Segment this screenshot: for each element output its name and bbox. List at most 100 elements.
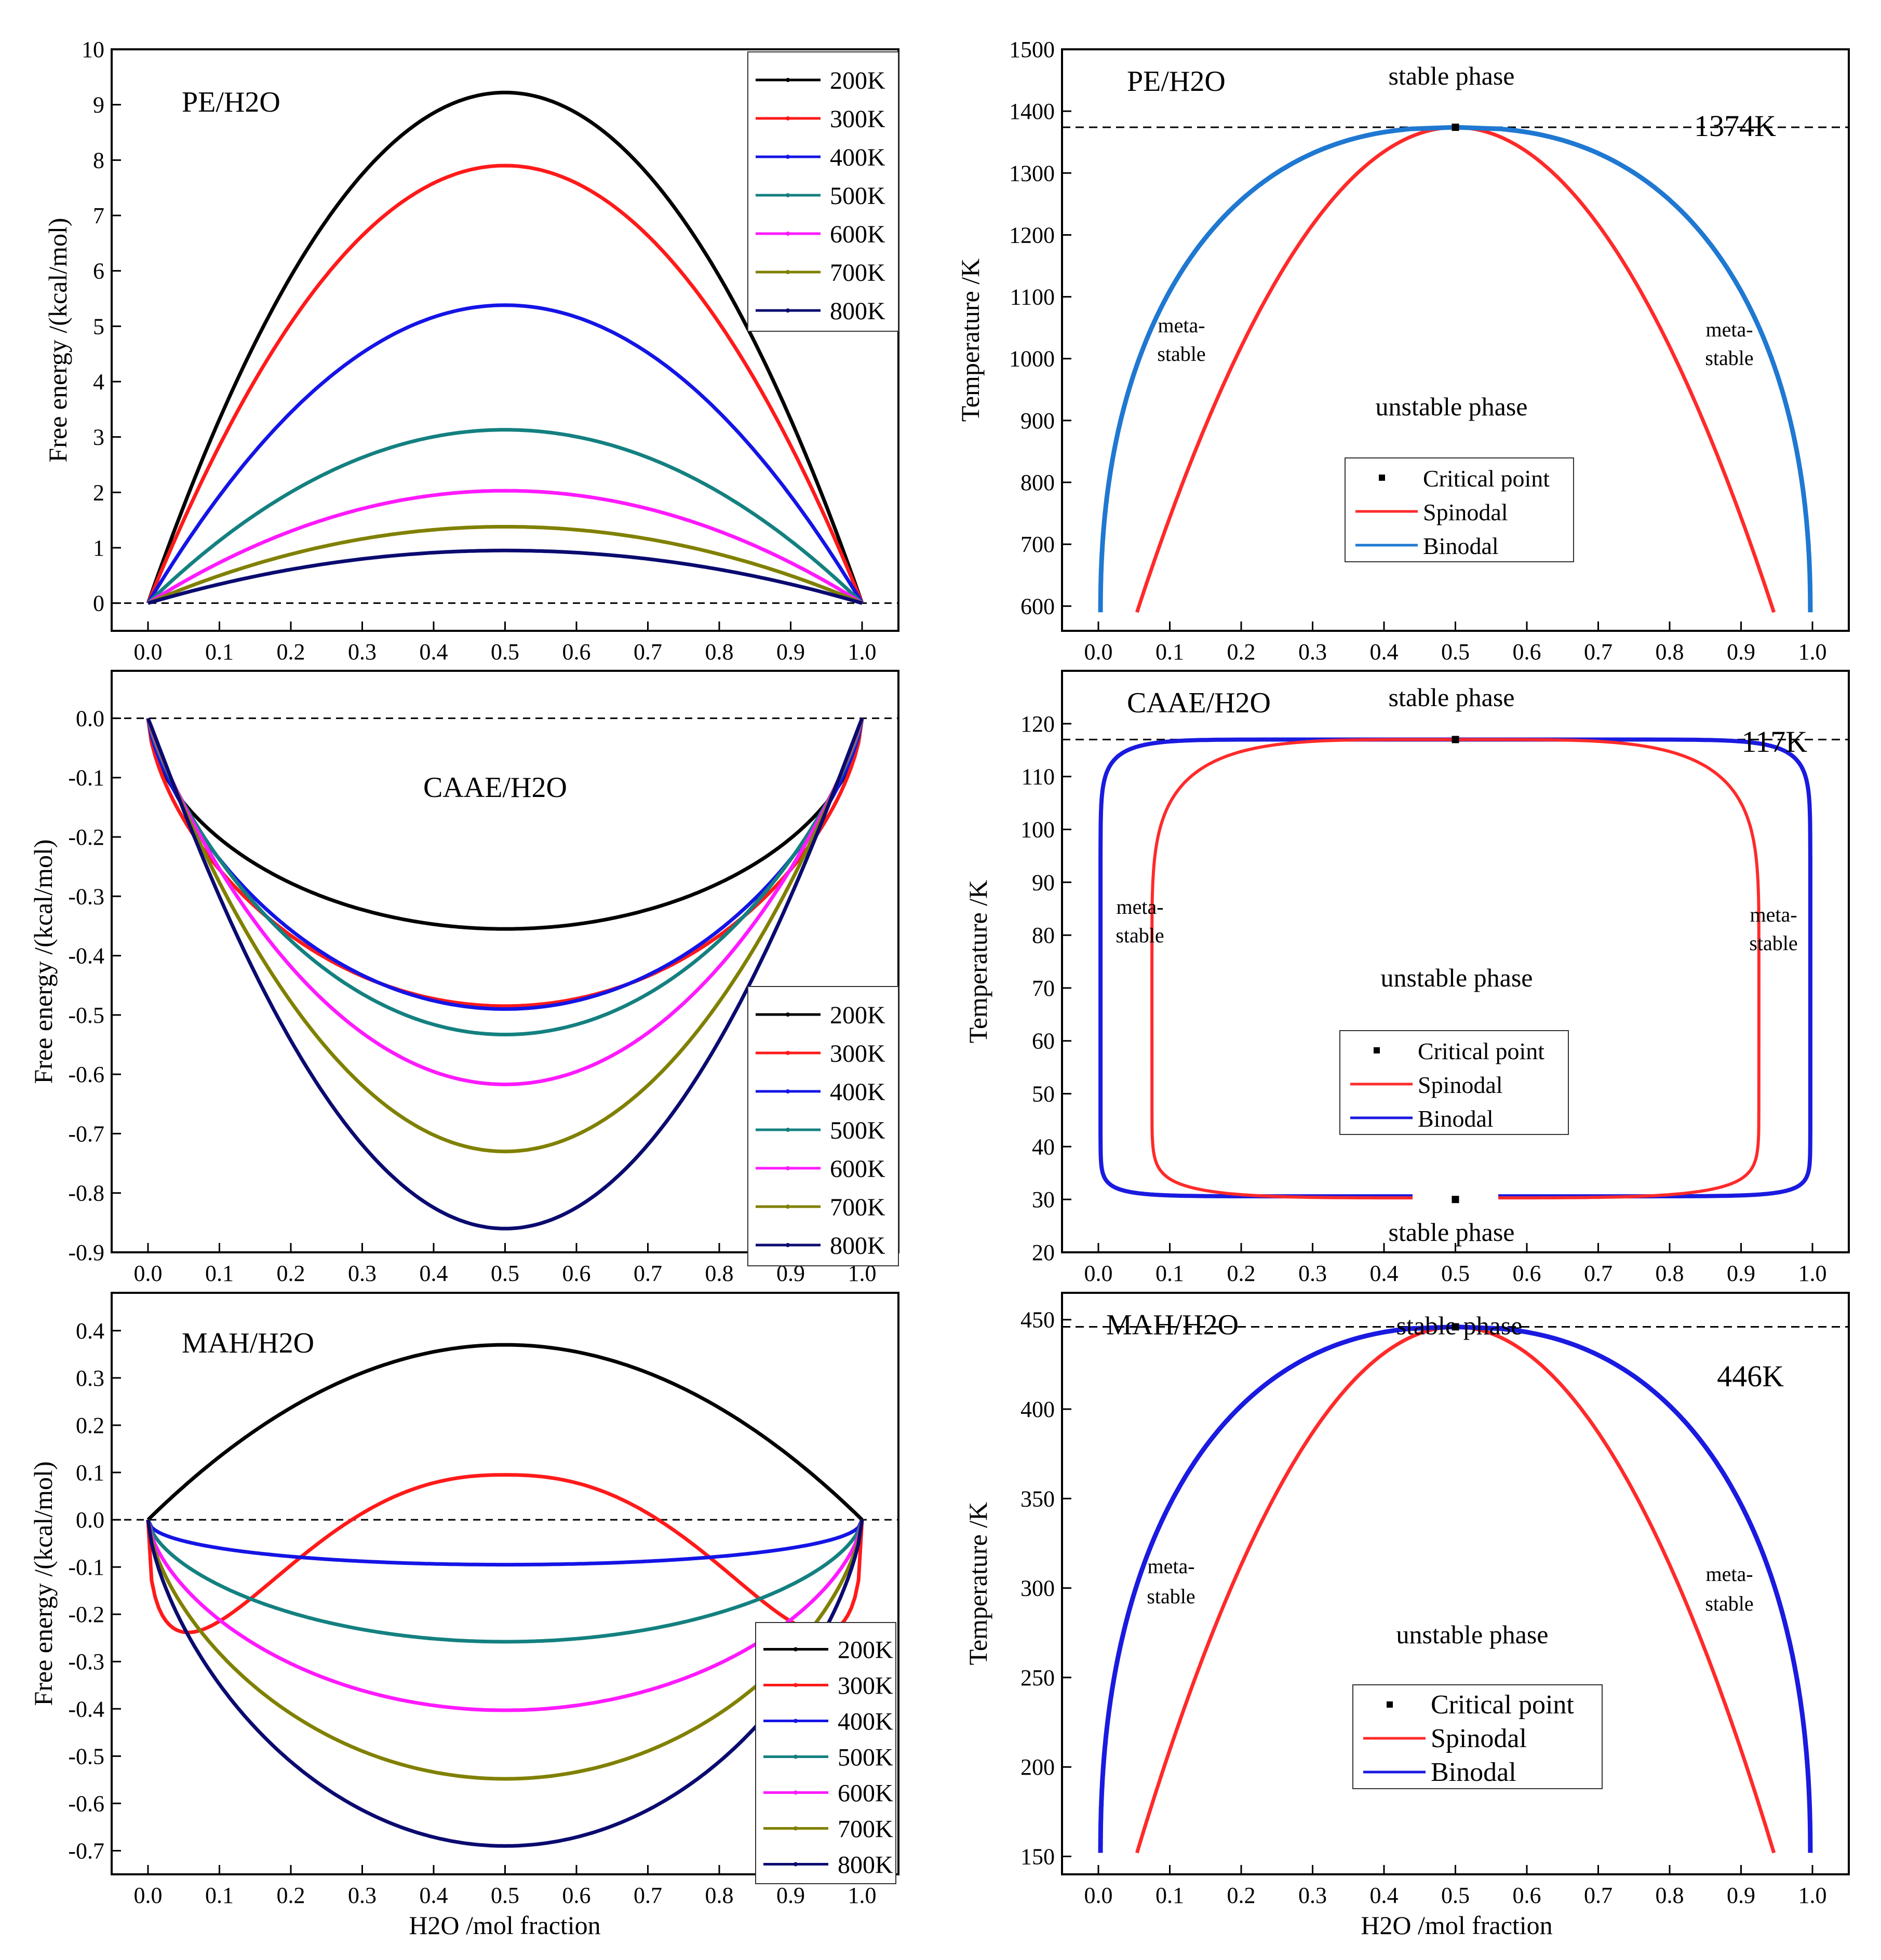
legend-label-Binodal: Binodal xyxy=(1423,533,1499,559)
y-tick-label: 100 xyxy=(1020,817,1055,842)
pe-ylabel: Free energy /(kcal/mol) xyxy=(43,218,72,462)
free-energy-curve-200K xyxy=(146,90,864,604)
y-tick-label: 5 xyxy=(93,314,104,339)
mah-phase-title: MAH/H2O xyxy=(1106,1309,1239,1341)
y-tick-label: 6 xyxy=(93,259,104,284)
y-tick-label: 8 xyxy=(93,147,104,173)
x-tick-label: 0.8 xyxy=(1656,639,1684,665)
mah-phase-ylabel: Temperature /K xyxy=(963,1502,992,1665)
y-tick-label: 0.0 xyxy=(76,1507,104,1533)
legend-label-500K: 500K xyxy=(830,182,885,210)
legend-marker-400K xyxy=(786,1089,790,1093)
legend-marker-200K xyxy=(786,1012,790,1017)
legend-marker-500K xyxy=(786,193,790,197)
legend-box xyxy=(755,1622,896,1884)
legend-label-Spinodal: Spinodal xyxy=(1418,1072,1503,1098)
x-tick-label: 0.2 xyxy=(277,639,305,665)
mah-meta-right-2: stable xyxy=(1705,1592,1753,1615)
x-tick-label: 0.7 xyxy=(1584,1261,1613,1286)
x-tick-label: 0.0 xyxy=(1084,639,1113,665)
x-tick-label: 0.6 xyxy=(562,1261,591,1286)
x-tick-label: 0.0 xyxy=(1084,1261,1113,1286)
caae-unstable-label: unstable phase xyxy=(1381,963,1533,992)
legend-marker-800K xyxy=(786,1243,790,1247)
x-tick-label: 1.0 xyxy=(848,639,877,665)
y-tick-label: 10 xyxy=(82,37,104,62)
y-tick-label: -0.5 xyxy=(68,1743,104,1769)
y-tick-label: 7 xyxy=(93,203,104,228)
legend-label-Critical point: Critical point xyxy=(1431,1690,1574,1720)
legend-marker-800K xyxy=(786,308,790,313)
caae-stable-top-label: stable phase xyxy=(1389,683,1515,712)
y-tick-label: -0.9 xyxy=(68,1240,104,1265)
legend-label-800K: 800K xyxy=(830,298,885,325)
mah-critical-temp-label: 446K xyxy=(1717,1359,1784,1393)
y-tick-label: 350 xyxy=(1020,1486,1055,1511)
mah-ylabel: Free energy /(kcal/mol) xyxy=(29,1461,58,1706)
pe-meta-left-1: meta- xyxy=(1158,314,1205,337)
y-tick-label: 600 xyxy=(1020,593,1055,619)
y-tick-label: -0.6 xyxy=(68,1062,104,1087)
x-tick-label: 0.9 xyxy=(1727,639,1755,665)
y-tick-label: 9 xyxy=(93,92,104,118)
legend-marker-600K xyxy=(786,1166,790,1170)
x-tick-label: 0.2 xyxy=(277,1883,305,1908)
free-energy-curve-500K xyxy=(146,1519,864,1644)
legend-marker-600K xyxy=(786,232,790,236)
pe-phase-title: PE/H2O xyxy=(1127,65,1226,98)
free-energy-curve-800K xyxy=(147,548,863,605)
x-tick-label: 0.0 xyxy=(1084,1883,1113,1908)
y-tick-label: 4 xyxy=(93,369,104,395)
y-tick-label: 1100 xyxy=(1010,285,1055,310)
y-tick-label: 2 xyxy=(93,480,104,505)
x-tick-label: 0.8 xyxy=(1656,1261,1684,1286)
legend-marker-700K xyxy=(786,1205,790,1209)
x-tick-label: 0.7 xyxy=(634,1883,662,1908)
mah-meta-right-1: meta- xyxy=(1705,1562,1753,1586)
x-tick-label: 0.5 xyxy=(1441,1883,1470,1908)
y-tick-label: -0.6 xyxy=(68,1791,104,1816)
x-tick-label: 0.9 xyxy=(776,639,805,665)
mah-phase-panel: MAH/H2O 150 200 250 300 350 400 450 0.0 0.1 0.2 0.… xyxy=(963,1292,1850,1940)
pe-meta-right-2: stable xyxy=(1705,346,1753,370)
x-tick-label: 0.2 xyxy=(277,1261,305,1286)
y-tick-label: 50 xyxy=(1032,1082,1055,1107)
legend-label-700K: 700K xyxy=(830,1194,885,1221)
free-energy-curve-300K xyxy=(146,164,864,604)
x-tick-label: 0.5 xyxy=(1441,639,1470,665)
x-tick-label: 0.6 xyxy=(562,1883,591,1908)
y-tick-label: -0.1 xyxy=(68,765,104,791)
y-tick-label: 0.1 xyxy=(76,1460,104,1485)
x-tick-label: 0.8 xyxy=(705,1261,734,1286)
mah-phase-xlabel: H2O /mol fraction xyxy=(1361,1911,1552,1940)
free-energy-curve-200K xyxy=(146,1343,864,1521)
legend-marker-200K xyxy=(786,78,790,82)
free-energy-curve-700K xyxy=(147,525,863,605)
x-tick-label: 0.7 xyxy=(634,1261,662,1286)
x-tick-label: 1.0 xyxy=(1798,1883,1827,1908)
y-tick-label: 1 xyxy=(93,535,104,561)
free-energy-curve-700K xyxy=(146,718,864,1154)
legend-label-200K: 200K xyxy=(838,1637,893,1664)
caae-ylabel: Free energy /(kcal/mol) xyxy=(29,839,58,1084)
y-tick-label: -0.7 xyxy=(68,1838,104,1863)
x-tick-label: 0.4 xyxy=(1370,639,1399,665)
free-energy-curve-800K xyxy=(146,1519,864,1848)
legend-marker-200K xyxy=(794,1647,798,1652)
binodal-curve-right xyxy=(1455,125,1813,613)
y-tick-label: 3 xyxy=(93,425,104,450)
y-tick-label: 0.4 xyxy=(76,1318,104,1344)
caae-meta-right-1: meta- xyxy=(1750,903,1797,926)
x-tick-label: 0.0 xyxy=(134,1883,163,1908)
free-energy-curve-600K xyxy=(147,489,863,605)
x-tick-label: 0.3 xyxy=(1298,639,1327,665)
legend-box xyxy=(747,51,899,332)
y-tick-label: 300 xyxy=(1020,1576,1055,1601)
x-tick-label: 0.3 xyxy=(1298,1261,1327,1286)
legend-label-Critical point: Critical point xyxy=(1418,1038,1544,1064)
legend-marker-300K xyxy=(794,1683,798,1687)
legend-marker-700K xyxy=(786,270,790,274)
y-tick-label: -0.5 xyxy=(68,1003,104,1028)
x-tick-label: 0.1 xyxy=(205,1261,234,1286)
legend-label-600K: 600K xyxy=(830,221,885,248)
